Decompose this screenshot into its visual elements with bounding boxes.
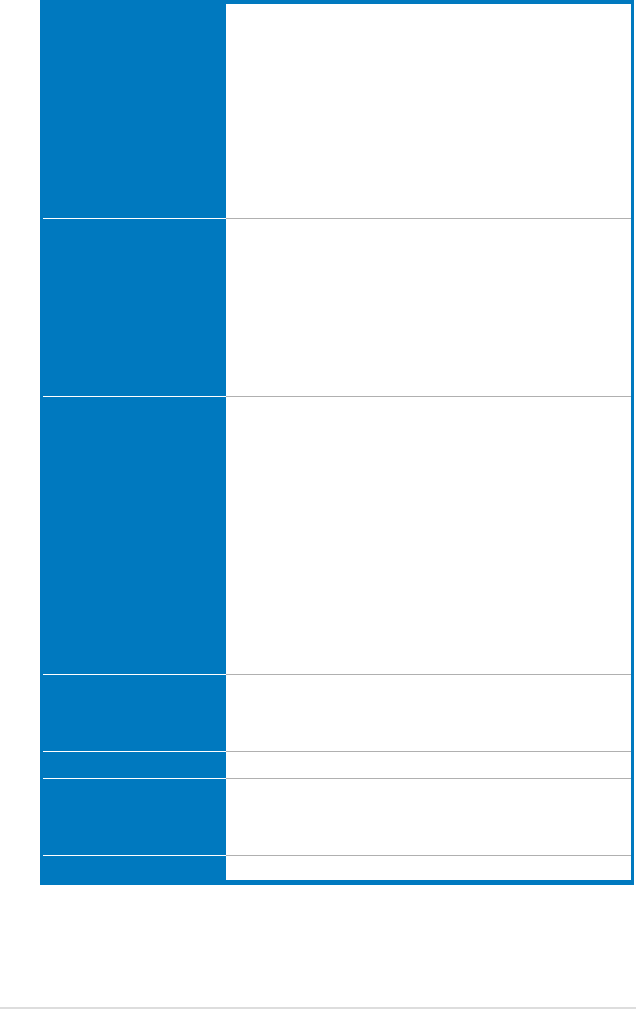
row-label-cell	[43, 219, 226, 397]
spec-table-frame	[40, 0, 634, 885]
row-label-cell	[43, 856, 226, 880]
row-label-cell	[43, 397, 226, 675]
row-label-cell	[43, 675, 226, 752]
table-row	[43, 752, 631, 779]
row-value-cell	[226, 856, 631, 880]
table-row	[43, 397, 631, 675]
row-value-cell	[226, 219, 631, 397]
row-label-cell	[43, 779, 226, 856]
row-value-cell	[226, 752, 631, 779]
table-row	[43, 779, 631, 856]
row-value-cell	[226, 397, 631, 675]
row-label-cell	[43, 4, 226, 219]
table-row	[43, 856, 631, 880]
table-row	[43, 219, 631, 397]
table-row	[43, 4, 631, 219]
table-row	[43, 675, 631, 752]
row-value-cell	[226, 779, 631, 856]
row-label-cell	[43, 752, 226, 779]
spec-table	[43, 4, 631, 880]
row-value-cell	[226, 675, 631, 752]
row-value-cell	[226, 4, 631, 219]
footer-divider	[0, 1007, 636, 1009]
